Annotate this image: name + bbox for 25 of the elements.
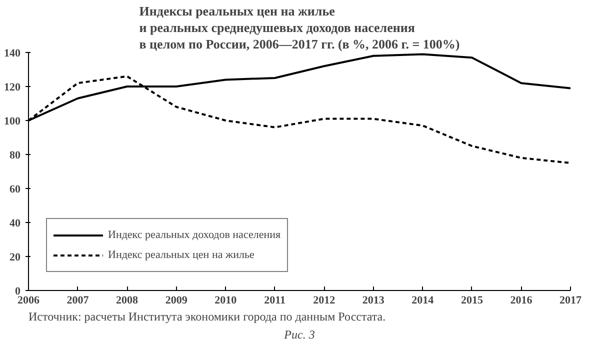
x-tick-label: 2014 (412, 294, 434, 306)
x-tick-label: 2008 (116, 294, 139, 306)
y-tick-label: 100 (4, 116, 21, 128)
text: Рис. 3 (283, 328, 315, 342)
text: Источник: расчеты Института экономики города по данным Росстата. (28, 310, 386, 324)
x-tick-label: 2010 (214, 294, 238, 306)
y-tick-label: 40 (10, 218, 21, 230)
y-tick-label: 80 (10, 150, 21, 162)
x-tick-label: 2013 (362, 294, 385, 306)
y-tick-label: 140 (4, 48, 21, 60)
x-tick-label: 2016 (510, 294, 533, 306)
x-tick-label: 2012 (313, 294, 336, 306)
chart-title: Индексы реальных цен на жилье и реальных среднедушевых доходов населения в целом по России, 2006—2017 гг. (в %, 2006 г. = 100%) (139, 4, 460, 52)
y-tick-label: 0 (15, 286, 21, 298)
legend-label: Индекс реальных цен на жилье (108, 249, 254, 261)
x-tick-label: 2015 (460, 294, 484, 306)
x-tick-label: 2009 (165, 294, 188, 306)
legend-label: Индекс реальных доходов населения (108, 229, 281, 241)
x-tick-label: 2007 (66, 294, 90, 306)
x-tick-label: 2011 (264, 294, 286, 306)
y-tick-label: 20 (10, 252, 21, 264)
y-tick-label: 60 (10, 184, 21, 196)
x-tick-label: 2017 (560, 294, 582, 306)
x-tick-label: 2006 (18, 294, 40, 306)
y-tick-label: 120 (4, 82, 21, 94)
